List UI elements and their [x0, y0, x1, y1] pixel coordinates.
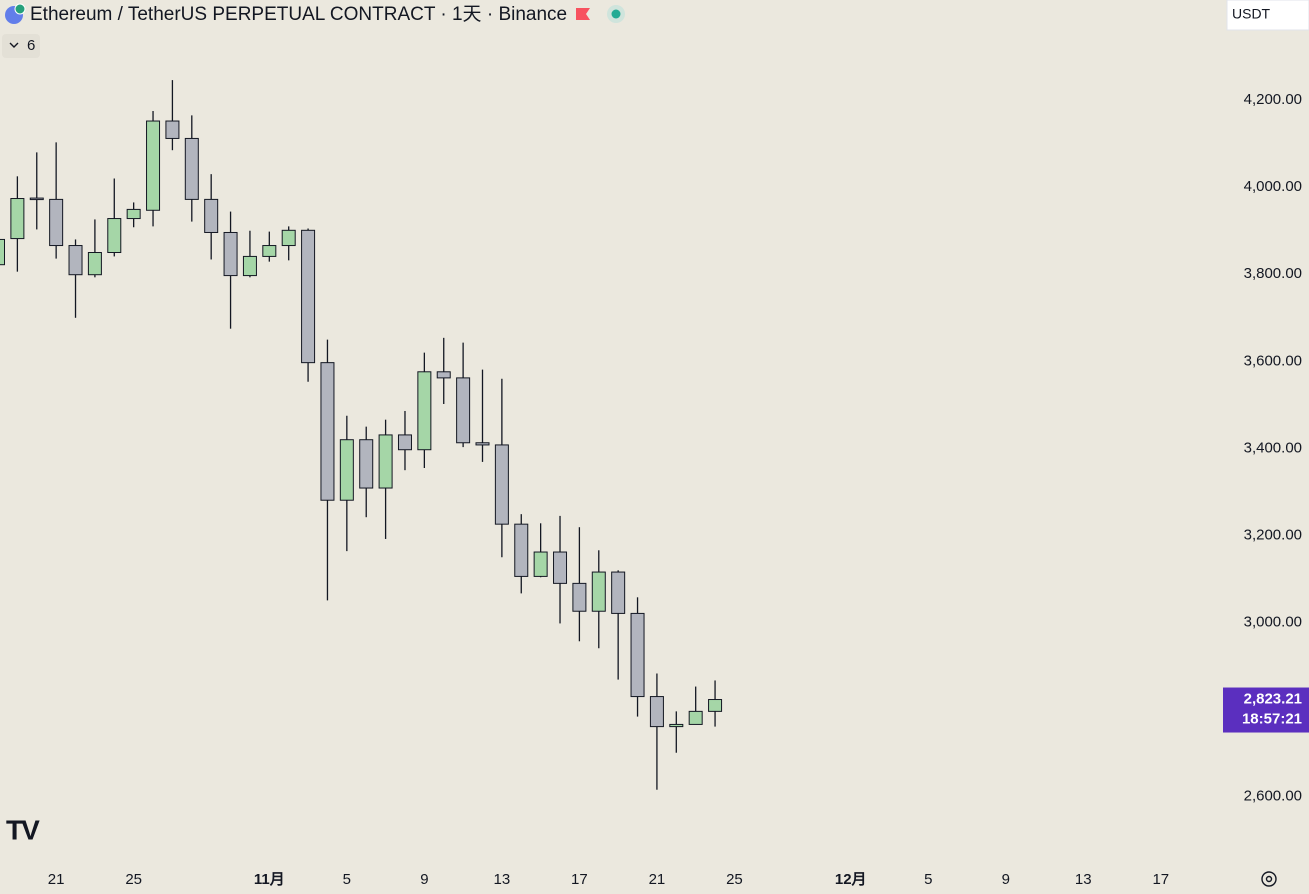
candle-body [204, 198, 219, 233]
y-tick-label: 2,600.00 [1244, 788, 1302, 805]
candle-body [107, 218, 122, 254]
candle-body [87, 252, 102, 276]
last-price-label: 2,823.21 [1244, 690, 1302, 707]
x-tick-label: 21 [649, 871, 666, 888]
x-tick-label: 11月 [254, 871, 285, 888]
candle-body [688, 710, 703, 725]
candle-body [456, 377, 471, 444]
candle-body [708, 699, 723, 712]
y-tick-label: 3,600.00 [1244, 352, 1302, 369]
candle-body [68, 245, 83, 276]
x-tick-label: 21 [48, 871, 65, 888]
countdown: 18:57:21 [1242, 710, 1302, 727]
candle-body [262, 245, 277, 257]
currency: USDT [1232, 6, 1271, 22]
candle-body [514, 523, 529, 577]
x-tick-label: 12月 [835, 871, 867, 888]
candle-body [0, 238, 5, 266]
candle-body [146, 120, 161, 211]
y-tick-label: 4,000.00 [1244, 178, 1302, 195]
x-tick-label: 9 [420, 871, 428, 888]
candle-body [223, 231, 238, 277]
y-tick-label: 3,000.00 [1244, 614, 1302, 631]
x-tick-label: 13 [1075, 871, 1092, 888]
x-tick-label: 25 [726, 871, 743, 888]
candle-body [630, 612, 645, 698]
candle-body [494, 444, 509, 525]
candle-body [126, 208, 141, 220]
candle-body [649, 696, 664, 728]
x-tick-label: 17 [1152, 871, 1169, 888]
settings-dot [1265, 875, 1273, 883]
y-tick-label: 3,400.00 [1244, 439, 1302, 456]
candle-body [533, 551, 548, 577]
candle-body [29, 197, 44, 201]
candle-body [378, 434, 393, 489]
last-price-box [1223, 687, 1309, 733]
x-tick-label: 5 [343, 871, 351, 888]
candle-body [591, 571, 606, 612]
chart-title: Ethereum / TetherUS PERPETUAL CONTRACT ·… [30, 4, 567, 25]
settings-icon[interactable] [1261, 871, 1277, 887]
candle-body [49, 198, 64, 247]
y-tick-label: 3,800.00 [1244, 265, 1302, 282]
candle-body [359, 439, 374, 489]
indicator-toggle[interactable] [2, 34, 40, 58]
x-tick-label: 5 [924, 871, 932, 888]
status-dot [611, 9, 621, 19]
candle-body [553, 551, 568, 584]
candle-body [339, 439, 354, 501]
x-tick-label: 9 [1002, 871, 1010, 888]
y-tick-label: 3,200.00 [1244, 526, 1302, 543]
tv-logo: TV [6, 814, 40, 845]
candle-body [242, 255, 257, 277]
candle-body [436, 371, 451, 379]
candle-body [572, 582, 587, 612]
candle-body [10, 198, 25, 240]
chevron [9, 42, 19, 48]
x-tick-label: 17 [571, 871, 588, 888]
x-tick-label: 25 [125, 871, 142, 888]
candle-body [320, 362, 335, 501]
candle-body [611, 571, 626, 614]
y-tick-label: 4,200.00 [1244, 91, 1302, 108]
candle-body [301, 229, 316, 364]
indicator-count: 6 [27, 37, 35, 54]
x-tick-label: 13 [494, 871, 511, 888]
candle-body [417, 371, 432, 451]
candle-body [165, 120, 180, 139]
usdt-icon [14, 3, 26, 15]
candle-body [475, 442, 490, 446]
currency-select[interactable] [1226, 0, 1309, 31]
flag-icon[interactable] [576, 8, 590, 20]
candle-body [669, 723, 684, 728]
candle-body [281, 229, 296, 247]
candle-body [397, 434, 412, 451]
candle-body [184, 137, 199, 200]
